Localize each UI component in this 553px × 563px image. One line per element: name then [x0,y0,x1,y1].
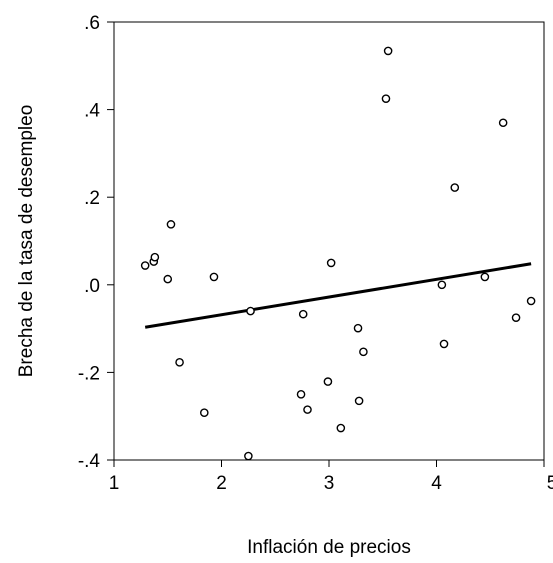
x-tick-label: 4 [431,473,442,494]
y-tick-label: -.2 [78,363,100,384]
data-point [354,396,364,406]
data-point [511,313,521,322]
x-tick-label: 5 [547,473,553,494]
x-axis-ticks: 1 2 3 4 5 [109,460,553,494]
x-tick-label: 2 [216,473,227,494]
data-point [140,261,150,270]
data-point [439,339,449,349]
data-point [298,309,308,319]
data-point [336,423,346,433]
y-tick-label: .2 [84,188,100,209]
data-point [381,94,391,103]
y-tick-label: .0 [84,276,100,297]
data-point [323,377,333,386]
data-point [303,405,312,414]
y-axis-ticks: -.4 -.2 .0 .2 .4 .6 [78,13,114,472]
x-tick-label: 3 [324,473,335,494]
data-point [326,258,336,268]
regression-line [144,262,532,329]
y-tick-label: .4 [84,101,100,122]
data-point [353,323,363,333]
data-point [209,272,219,282]
y-tick-label: -.4 [78,451,101,472]
y-axis-title: Brecha de la tasa de desempleo [16,105,37,378]
x-tick-label: 1 [109,473,120,494]
data-point [175,358,184,367]
data-point [480,272,490,282]
data-point [437,280,447,290]
data-point [199,408,209,417]
data-point [163,274,173,284]
data-point [244,451,253,461]
data-point [359,347,368,357]
data-point [498,118,508,128]
data-point [150,252,160,262]
data-point [450,183,460,192]
x-axis-title: Inflación de precios [247,537,411,558]
data-point [166,220,176,229]
y-tick-label: .6 [84,13,100,34]
data-point [246,306,255,316]
scatter-points [140,46,536,461]
data-point [296,389,306,399]
data-point [383,46,393,56]
plot-frame [113,21,545,461]
data-point [526,296,536,306]
